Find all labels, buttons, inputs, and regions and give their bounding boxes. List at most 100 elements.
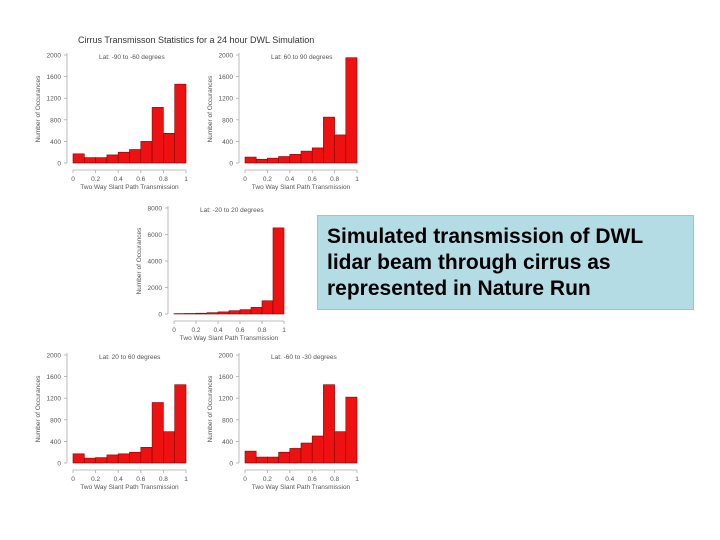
y-tick-label: 400: [50, 439, 61, 446]
y-axis-label: Number of Occurances: [35, 75, 42, 143]
histogram-bar: [95, 457, 108, 464]
histogram-bar: [289, 448, 302, 464]
histogram-bar: [345, 396, 358, 464]
y-tick-label: 400: [222, 439, 233, 446]
x-tick-label: 0.6: [136, 176, 145, 183]
y-axis-label: Number of Occurances: [207, 375, 214, 443]
y-axis-label: Number of Occurances: [207, 75, 214, 143]
x-tick-label: 1: [282, 327, 286, 334]
panel-subtitle: Lat: -90 to -60 degrees: [99, 54, 166, 61]
y-tick-label: 0: [57, 461, 61, 468]
x-tick-label: 1: [184, 176, 188, 183]
histogram-bar: [106, 154, 119, 164]
histogram-bar: [267, 456, 279, 464]
x-tick-label: 0.8: [159, 176, 168, 183]
x-tick-label: 0.2: [263, 176, 272, 183]
x-tick-label: 0.6: [235, 327, 244, 334]
y-tick-label: 0: [158, 312, 162, 319]
histogram-bar: [228, 310, 241, 315]
x-tick-label: 0.8: [159, 476, 168, 483]
caption-text: Simulated transmission of DWL lidar beam…: [327, 225, 643, 300]
x-axis-label: Two Way Slant Path Transmission: [252, 484, 351, 491]
histogram-bar: [129, 149, 142, 164]
x-tick-label: 0.4: [213, 327, 222, 334]
y-tick-label: 800: [50, 417, 61, 424]
histogram-bar: [323, 384, 335, 464]
x-tick-label: 0.4: [285, 476, 294, 483]
histogram-bar: [278, 156, 291, 164]
x-tick-label: 0.4: [114, 476, 123, 483]
panel-subtitle: Lat: 60 to 90 degrees: [271, 54, 333, 61]
histogram-bar: [195, 312, 208, 315]
x-tick-label: 0: [243, 176, 247, 183]
x-tick-label: 0.4: [285, 176, 294, 183]
x-tick-label: 0: [172, 327, 176, 334]
histogram-bar: [163, 431, 175, 464]
histogram-bar: [278, 451, 291, 464]
histogram-bar: [72, 453, 85, 464]
y-tick-label: 1200: [47, 396, 62, 403]
y-tick-label: 400: [222, 139, 233, 146]
y-tick-label: 1200: [47, 96, 62, 103]
x-tick-label: 0: [71, 176, 75, 183]
x-tick-label: 0.8: [257, 327, 266, 334]
histogram-bar: [95, 157, 108, 164]
panel-subtitle: Lat: 20 to 60 degrees: [99, 354, 161, 361]
histogram-bar: [239, 309, 252, 315]
x-axis-label: Two Way Slant Path Transmission: [252, 184, 351, 191]
histogram-bar: [300, 442, 313, 464]
histogram-bar: [129, 451, 142, 464]
y-tick-label: 0: [229, 461, 233, 468]
y-tick-label: 2000: [148, 285, 163, 292]
y-tick-label: 4000: [148, 259, 163, 266]
x-axis-label: Two Way Slant Path Transmission: [180, 335, 279, 342]
y-tick-label: 400: [50, 139, 61, 146]
y-tick-label: 6000: [148, 232, 163, 239]
y-tick-label: 8000: [148, 206, 163, 213]
y-tick-label: 1600: [47, 374, 62, 381]
y-tick-label: 2000: [219, 53, 234, 60]
histogram-bar: [311, 435, 324, 464]
y-tick-label: 2000: [47, 353, 62, 360]
histogram-bar: [163, 133, 175, 164]
y-tick-label: 1200: [219, 96, 234, 103]
histogram-panel-1: 0 400 800 1200 1600 2000 0 0.2 0.4 0.6 0.8 1 Two Way…: [35, 53, 188, 192]
x-tick-label: 0.2: [91, 476, 100, 483]
x-tick-label: 0.6: [308, 176, 317, 183]
y-axis-label: Number of Occurances: [136, 227, 143, 295]
histogram-bar: [151, 402, 164, 464]
histogram-bar: [106, 454, 119, 464]
histogram-bar: [272, 227, 285, 315]
histogram-bar: [244, 156, 257, 164]
x-tick-label: 1: [355, 176, 359, 183]
x-tick-label: 1: [355, 476, 359, 483]
histogram-bar: [174, 384, 187, 464]
panel-subtitle: Lat: -60 to -30 degrees: [271, 354, 338, 361]
histogram-bar: [255, 158, 268, 164]
x-axis-label: Two Way Slant Path Transmission: [80, 184, 179, 191]
histogram-bar: [117, 453, 130, 464]
x-tick-label: 0.2: [91, 176, 100, 183]
histogram-bar: [151, 107, 164, 164]
histogram-panel-4: 0 400 800 1200 1600 2000 0 0.2 0.4 0.6 0.8 1 Two Way…: [35, 353, 188, 492]
y-tick-label: 1200: [219, 396, 234, 403]
histogram-bar: [261, 300, 274, 315]
histogram-bar: [334, 431, 347, 464]
panel-subtitle: Lat: -20 to 20 degrees: [200, 207, 264, 214]
histogram-bar: [244, 450, 257, 464]
histogram-bar: [217, 311, 230, 315]
histogram-bar: [206, 312, 219, 315]
y-tick-label: 1600: [47, 74, 62, 81]
histogram-bar: [334, 134, 347, 164]
histogram-bar: [84, 157, 96, 164]
histogram-bar: [140, 447, 153, 464]
histogram-bar: [255, 456, 268, 464]
histogram-bar: [184, 313, 197, 315]
histogram-bar: [117, 151, 130, 164]
histogram-panel-2: 0 400 800 1200 1600 2000 0 0.2 0.4 0.6 0.8 1 Two Way…: [207, 53, 359, 192]
histogram-bar: [72, 153, 85, 164]
histogram-bar: [140, 141, 153, 164]
y-tick-label: 0: [229, 161, 233, 168]
